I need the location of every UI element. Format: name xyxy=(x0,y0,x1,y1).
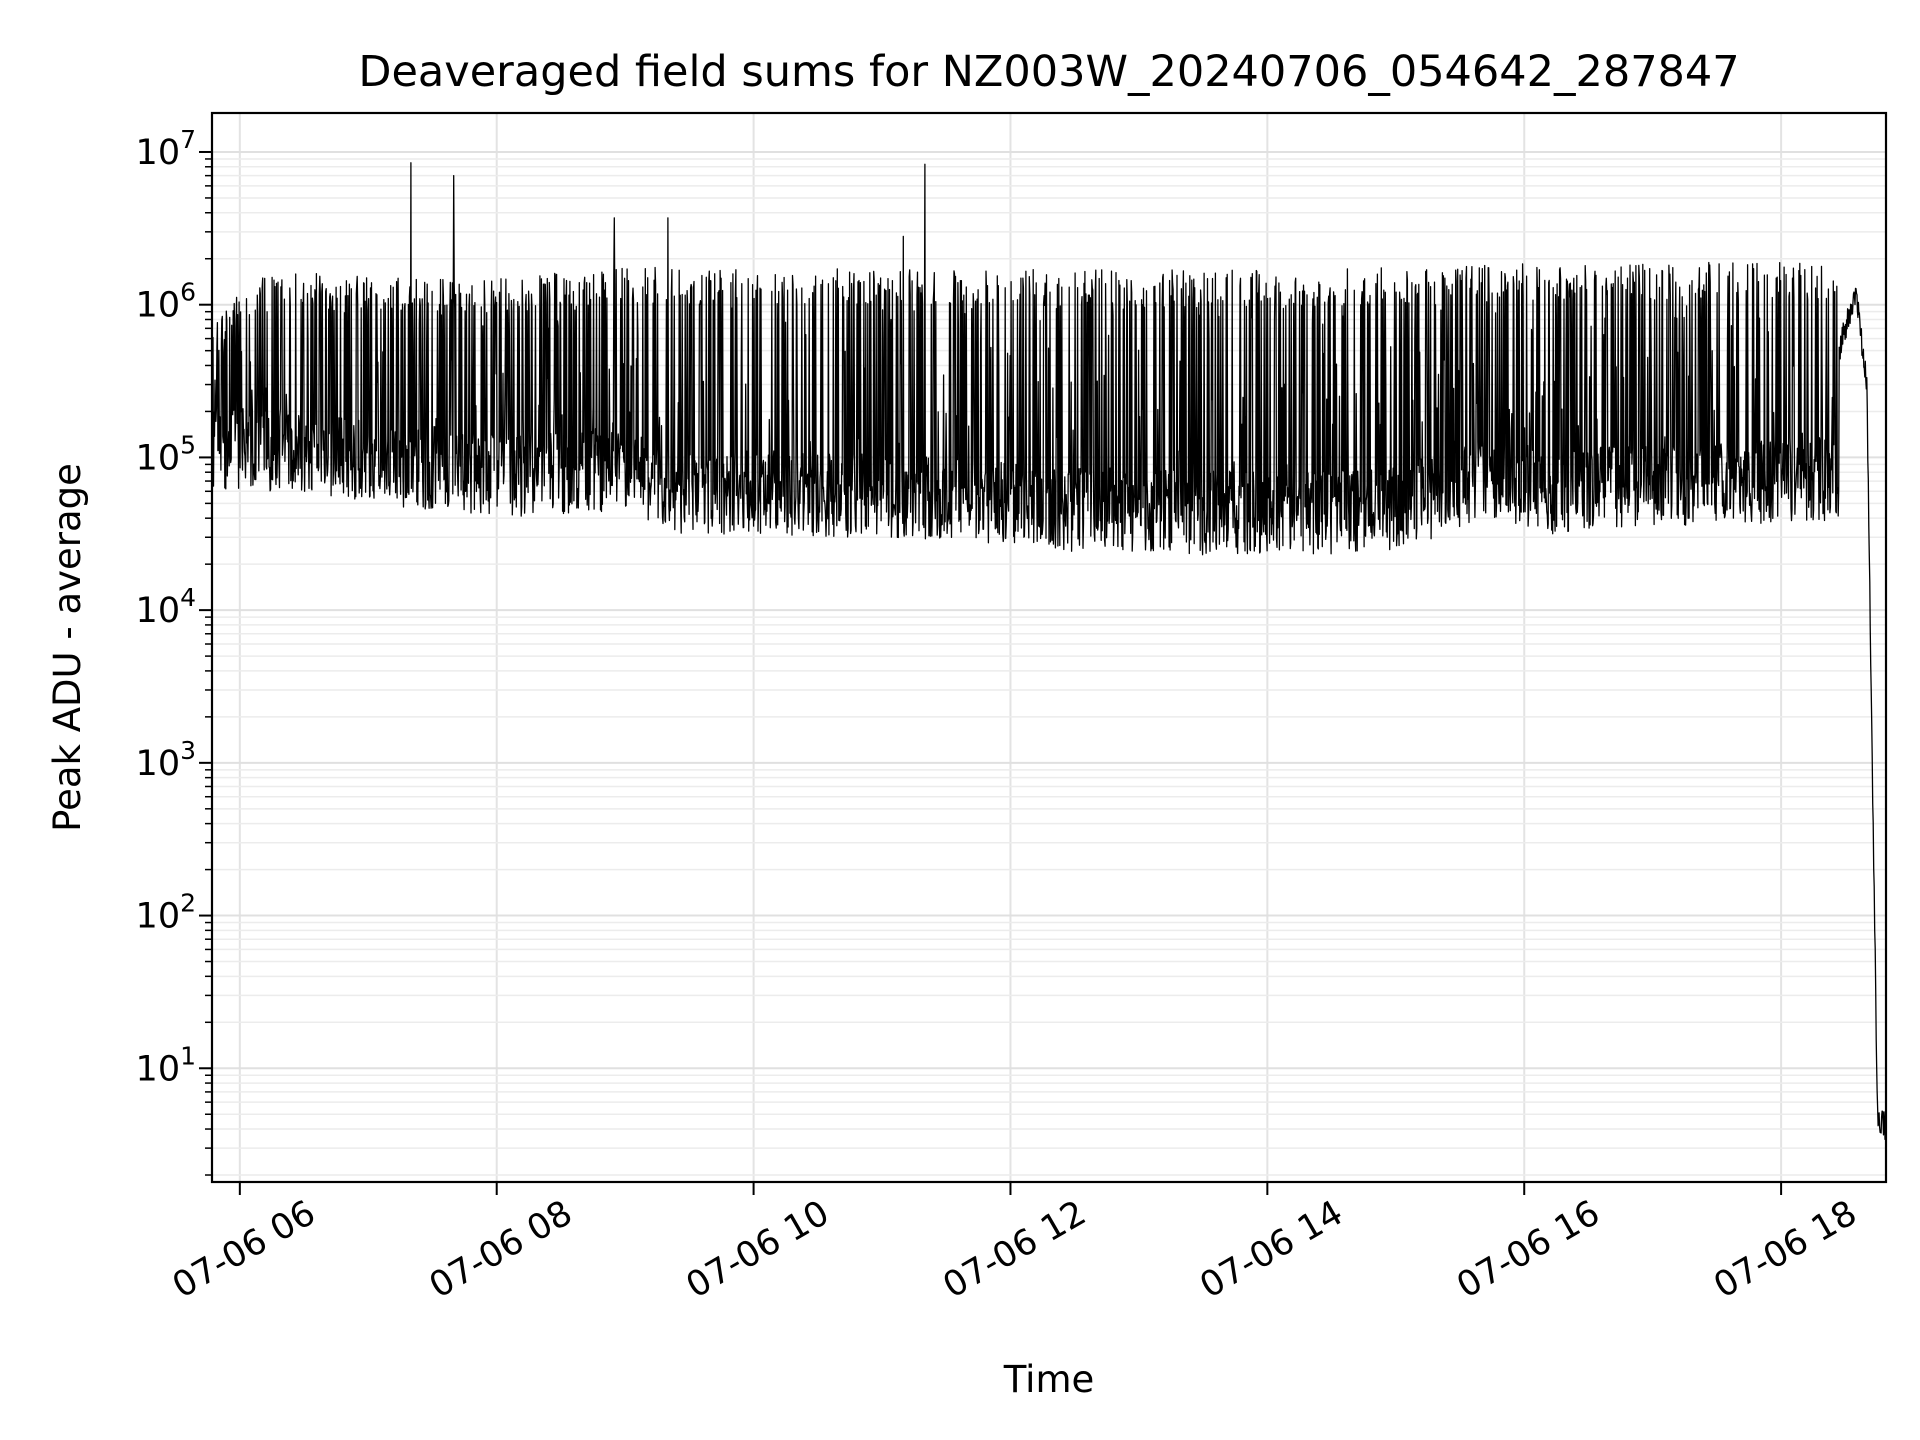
y-tick-base: 10 xyxy=(136,744,181,784)
series-layer xyxy=(211,162,1887,1141)
x-tick-label: 07-06 06 xyxy=(166,1193,322,1306)
y-tick-exponent: 7 xyxy=(180,125,196,154)
x-axis-label: Time xyxy=(1003,1358,1095,1401)
y-tick-exponent: 2 xyxy=(180,889,196,918)
x-tick-label: 07-06 18 xyxy=(1707,1193,1863,1306)
grid xyxy=(212,113,1886,1182)
y-tick-label: 105 xyxy=(136,430,196,478)
x-tick-label: 07-06 08 xyxy=(423,1193,579,1306)
y-tick-label: 106 xyxy=(136,278,196,326)
y-tick-exponent: 1 xyxy=(180,1041,196,1070)
y-tick-exponent: 4 xyxy=(180,583,196,612)
y-tick-base: 10 xyxy=(136,897,181,937)
series-line xyxy=(211,162,1887,1141)
x-tick-label: 07-06 12 xyxy=(937,1193,1093,1306)
y-tick-base: 10 xyxy=(136,591,181,631)
y-tick-base: 10 xyxy=(136,1049,181,1089)
y-tick-exponent: 5 xyxy=(180,430,196,459)
y-tick-label: 107 xyxy=(136,125,196,173)
plot-frame xyxy=(210,111,1888,1184)
y-tick-exponent: 6 xyxy=(180,278,196,307)
x-tick-label: 07-06 10 xyxy=(680,1193,836,1306)
y-tick-label: 102 xyxy=(136,889,196,937)
y-tick-base: 10 xyxy=(136,286,181,326)
y-tick-label: 101 xyxy=(136,1041,196,1089)
y-tick-label: 104 xyxy=(136,583,196,631)
chart-title: Deaveraged field sums for NZ003W_2024070… xyxy=(358,47,1739,97)
x-tick-label: 07-06 14 xyxy=(1194,1193,1350,1306)
y-tick-base: 10 xyxy=(136,133,181,173)
y-tick-exponent: 3 xyxy=(180,736,196,765)
y-axis-label: Peak ADU - average xyxy=(46,463,89,832)
y-tick-label: 103 xyxy=(136,736,196,784)
x-tick-label: 07-06 16 xyxy=(1450,1193,1606,1306)
y-tick-base: 10 xyxy=(136,438,181,478)
